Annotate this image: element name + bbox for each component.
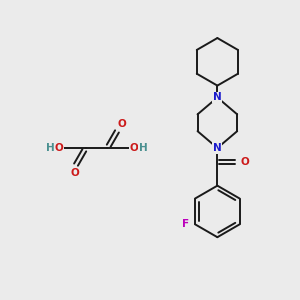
Text: O: O xyxy=(70,168,79,178)
Text: N: N xyxy=(213,143,222,153)
Text: O: O xyxy=(118,119,127,129)
Text: F: F xyxy=(182,219,189,229)
Text: H: H xyxy=(46,143,54,153)
Text: O: O xyxy=(55,143,63,153)
Text: N: N xyxy=(213,92,222,103)
Text: O: O xyxy=(241,157,250,167)
Text: O: O xyxy=(130,143,139,153)
Text: H: H xyxy=(139,143,147,153)
